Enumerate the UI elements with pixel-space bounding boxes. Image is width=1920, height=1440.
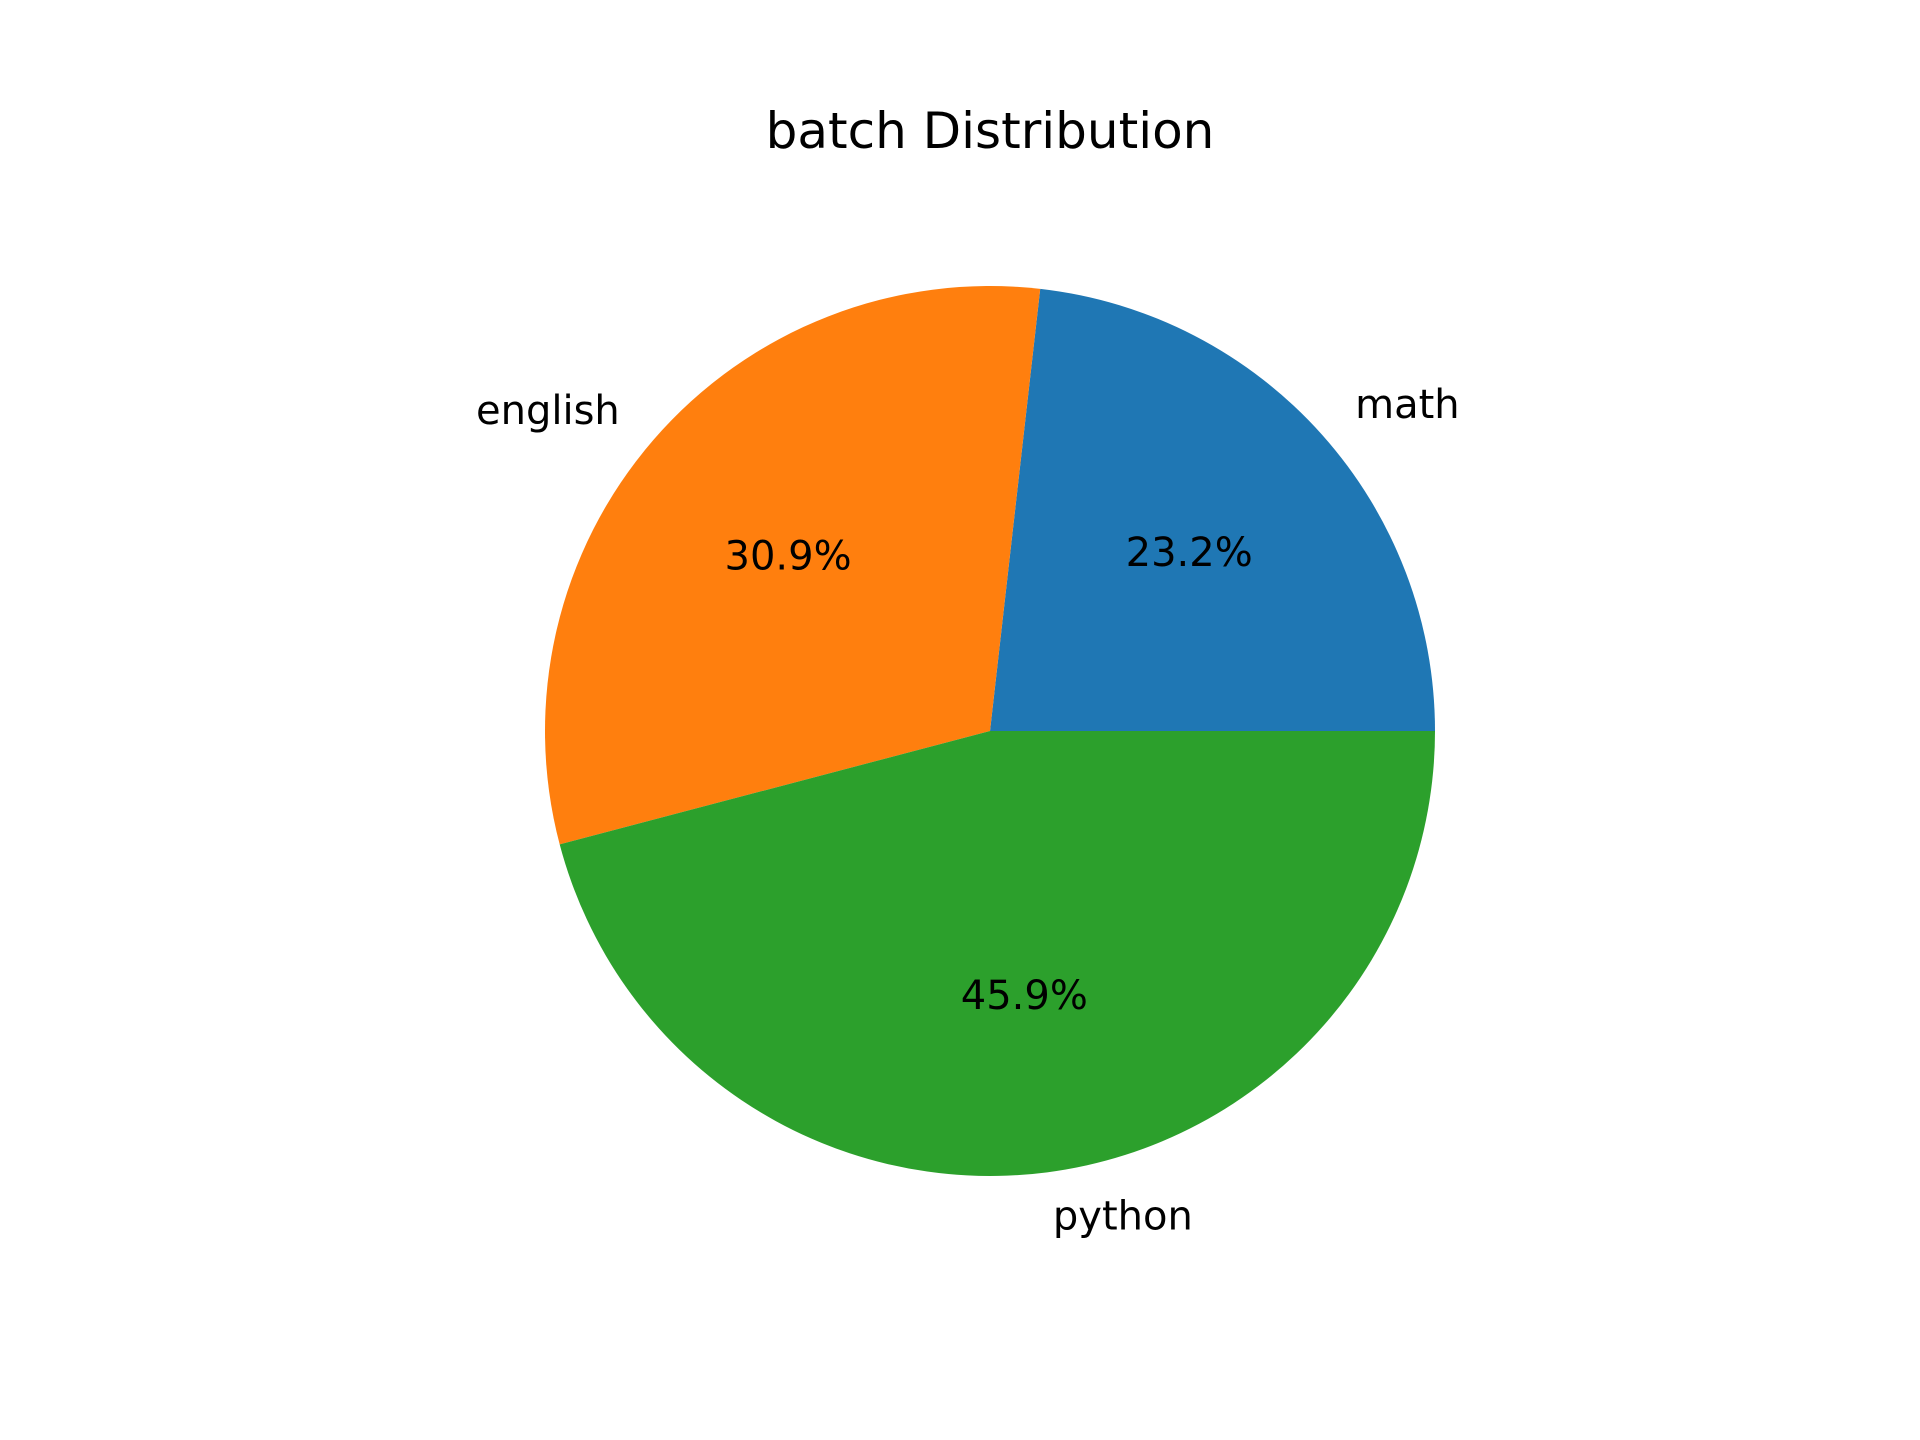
slice-label-english: english xyxy=(476,388,620,434)
slice-percent-python: 45.9% xyxy=(961,973,1088,1019)
pie-slice-english xyxy=(545,286,1041,845)
chart-title: batch Distribution xyxy=(766,102,1215,160)
slice-percent-english: 30.9% xyxy=(725,533,852,579)
pie-slice-python xyxy=(559,731,1435,1176)
pie-labels: math 23.2% english 30.9% python 45.9% xyxy=(476,382,1460,1239)
pie-slice-math xyxy=(990,288,1435,731)
pie-slices xyxy=(545,286,1435,1176)
slice-percent-math: 23.2% xyxy=(1126,530,1253,576)
slice-label-math: math xyxy=(1355,382,1460,428)
slice-label-python: python xyxy=(1053,1193,1193,1239)
